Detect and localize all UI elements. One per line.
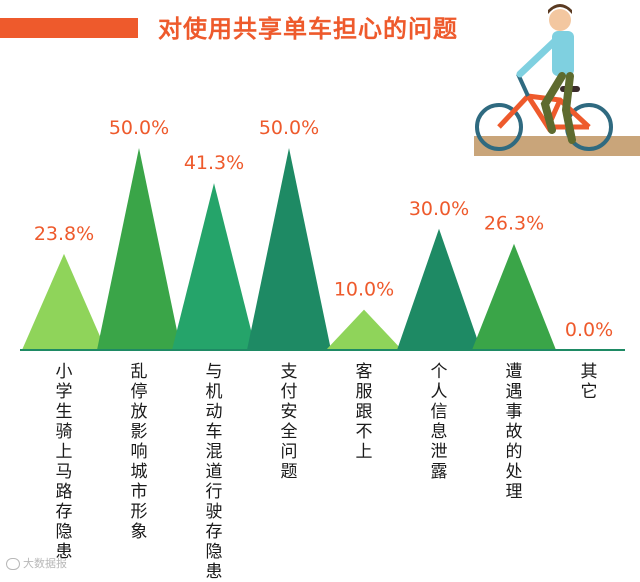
category-label-7: 其它 [580,362,598,402]
bar-peak-6 [472,243,556,350]
category-label-4: 客服跟不上 [355,362,373,462]
value-label-0: 23.8% [34,223,94,245]
weibo-icon [6,558,20,570]
title-accent-bar [0,18,138,38]
value-label-3: 50.0% [259,117,319,139]
value-label-1: 50.0% [109,117,169,139]
value-label-6: 26.3% [484,213,544,235]
chart-title: 对使用共享单车担心的问题 [158,15,458,43]
value-label-7: 0.0% [565,319,613,341]
rider-icon [516,4,576,144]
value-label-2: 41.3% [184,152,244,174]
category-label-5: 个人信息泄露 [430,362,448,482]
bar-peak-3 [247,148,331,350]
bar-peak-1 [97,148,181,350]
category-label-0: 小学生骑上马路存隐患 [55,362,73,562]
value-label-5: 30.0% [409,198,469,220]
category-label-3: 支付安全问题 [280,362,298,482]
cyclist-illustration [474,4,640,156]
bar-peak-4 [326,309,402,350]
value-label-4: 10.0% [334,279,394,301]
bar-peak-5 [397,228,481,350]
category-label-2: 与机动车混道行驶存隐患 [205,362,223,582]
ground-strip [474,136,640,156]
bar-peak-0 [22,253,106,350]
watermark-text: 大数据报 [23,557,67,570]
category-label-1: 乱停放影响城市形象 [130,362,148,542]
watermark: 大数据报 [6,555,67,571]
bar-peak-2 [172,183,256,350]
category-label-6: 遭遇事故的处理 [505,362,523,502]
